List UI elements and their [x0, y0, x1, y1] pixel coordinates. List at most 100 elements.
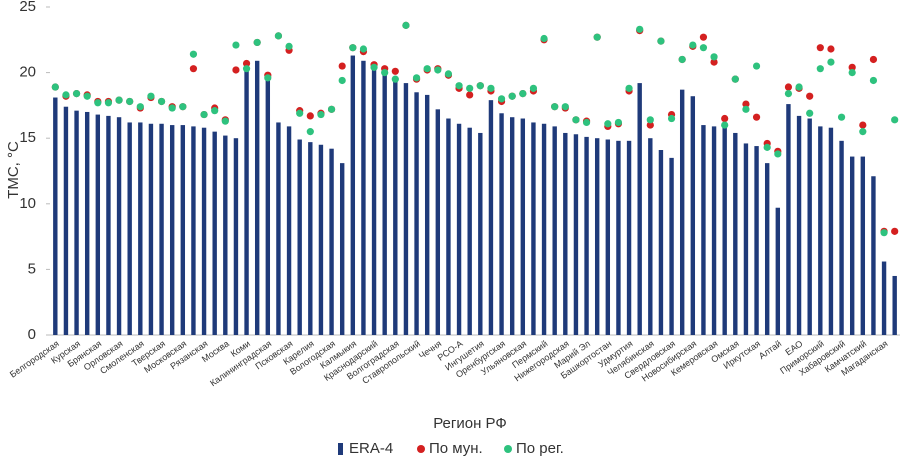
dot	[657, 37, 665, 45]
dot	[455, 82, 463, 90]
dot	[572, 116, 580, 124]
dot	[306, 128, 314, 136]
bar	[871, 176, 876, 335]
dot	[646, 116, 654, 124]
bar	[127, 122, 132, 336]
bar	[520, 118, 526, 336]
dot	[423, 65, 431, 73]
dot	[338, 62, 346, 70]
bar	[244, 66, 249, 335]
bar	[276, 122, 281, 336]
bar	[563, 132, 568, 335]
dot	[147, 92, 155, 100]
dot	[349, 44, 357, 52]
dot	[551, 103, 559, 111]
bar	[63, 106, 69, 335]
dot	[869, 76, 878, 85]
bar	[488, 100, 494, 335]
bar	[509, 117, 515, 335]
legend-swatch	[417, 445, 425, 453]
bar	[733, 132, 738, 335]
dot	[466, 84, 474, 92]
bar	[648, 138, 653, 335]
dot	[274, 32, 283, 40]
bar	[467, 127, 472, 335]
bar	[223, 135, 228, 335]
dot	[296, 109, 304, 117]
dot	[508, 92, 516, 100]
dot	[721, 114, 729, 123]
dot	[529, 84, 538, 92]
y-tick-label: 5	[28, 260, 36, 277]
dot	[561, 103, 569, 111]
bar	[658, 150, 664, 335]
bar	[254, 60, 260, 336]
dot	[593, 33, 601, 41]
dot	[678, 55, 686, 64]
bar	[573, 134, 579, 335]
bar	[818, 126, 823, 335]
dot	[391, 67, 399, 75]
bar	[584, 136, 589, 335]
dot	[614, 118, 623, 127]
dot	[763, 143, 771, 151]
bar	[679, 89, 685, 335]
dot	[126, 97, 134, 106]
dot	[104, 99, 113, 107]
bar	[478, 132, 483, 335]
y-tick-label: 25	[19, 0, 36, 15]
bar	[286, 126, 292, 335]
dot	[636, 25, 644, 33]
legend-swatch	[338, 443, 343, 455]
y-tick-label: 0	[28, 326, 36, 343]
dot	[848, 69, 856, 77]
bar	[616, 140, 621, 335]
bar	[754, 146, 759, 335]
dot	[784, 83, 793, 91]
dot	[391, 75, 399, 83]
bar	[786, 104, 791, 335]
dot	[306, 112, 314, 120]
bar	[159, 123, 164, 335]
dot	[242, 59, 251, 68]
dot	[168, 104, 176, 112]
bar	[382, 75, 387, 335]
bar	[594, 138, 600, 335]
dot	[83, 92, 91, 100]
bar	[297, 139, 302, 335]
bar	[499, 113, 504, 335]
dot	[359, 45, 368, 53]
dot	[232, 66, 240, 74]
dot	[232, 41, 240, 49]
bar	[201, 127, 207, 335]
dot	[327, 105, 336, 113]
dot	[317, 110, 325, 119]
dot	[689, 41, 697, 49]
bar	[892, 275, 897, 335]
dot	[253, 38, 261, 47]
bar	[807, 118, 812, 336]
dot	[859, 128, 867, 136]
bar	[84, 111, 90, 336]
bar	[414, 92, 419, 335]
dot	[189, 50, 198, 58]
bar	[308, 142, 313, 335]
y-tick-label: 15	[19, 129, 36, 146]
bar	[764, 163, 770, 335]
bar	[106, 115, 111, 336]
bar	[701, 125, 706, 335]
dot	[519, 89, 527, 98]
bar	[318, 144, 324, 335]
dot	[62, 91, 70, 99]
dot	[221, 117, 229, 125]
bar	[265, 75, 271, 335]
dot	[848, 63, 856, 71]
dot	[710, 53, 718, 61]
bar	[775, 207, 781, 335]
bar	[212, 131, 217, 335]
dot	[784, 89, 793, 98]
bar	[637, 83, 642, 335]
dot	[731, 75, 739, 83]
bar	[839, 140, 844, 335]
dot	[370, 63, 378, 71]
